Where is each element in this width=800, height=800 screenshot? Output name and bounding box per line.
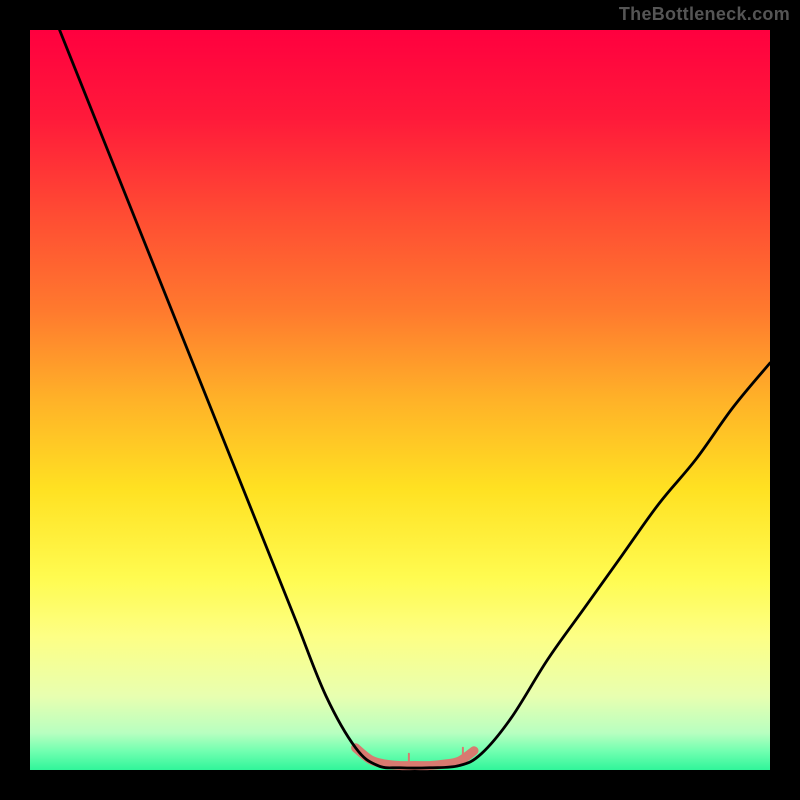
chart-background	[30, 30, 770, 770]
chart-svg	[0, 0, 800, 800]
watermark-text: TheBottleneck.com	[619, 4, 790, 25]
chart-container: TheBottleneck.com	[0, 0, 800, 800]
